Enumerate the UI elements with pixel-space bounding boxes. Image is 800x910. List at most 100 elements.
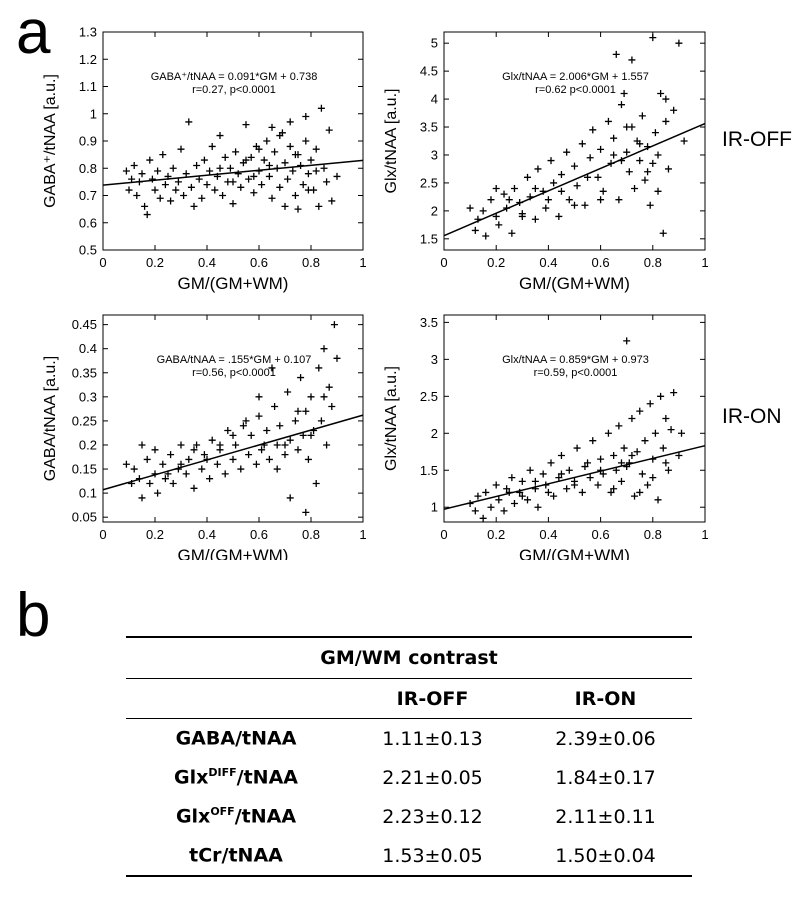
data-point <box>193 441 201 449</box>
data-point <box>607 488 615 496</box>
y-tick-label: 4.5 <box>420 64 438 79</box>
data-point <box>229 200 237 208</box>
data-point <box>664 165 672 173</box>
data-point <box>500 507 508 515</box>
data-point <box>216 132 224 140</box>
data-point <box>636 140 644 148</box>
data-point <box>508 229 516 237</box>
data-point <box>638 470 646 478</box>
data-point <box>505 196 513 204</box>
data-point <box>148 175 156 183</box>
data-point <box>291 192 299 199</box>
x-tick-label: 0.2 <box>146 527 164 542</box>
data-point <box>644 481 652 489</box>
table-row: GlxDIFF/tNAA 2.21±0.05 1.84±0.17 <box>126 758 692 797</box>
data-point <box>169 479 177 487</box>
data-point <box>190 202 198 210</box>
data-point <box>294 205 302 213</box>
data-point <box>623 123 631 131</box>
data-point <box>255 145 263 153</box>
regression-equation: Glx/tNAA = 0.859*GM + 0.973 <box>502 354 649 366</box>
data-point <box>617 477 625 485</box>
data-point <box>130 162 138 170</box>
data-point <box>255 167 263 175</box>
table-title-rule <box>126 678 692 679</box>
data-point <box>237 465 245 473</box>
data-point <box>505 488 513 496</box>
cell-ir-off: 1.53±0.05 <box>382 844 483 867</box>
data-point <box>565 466 573 474</box>
data-point <box>299 181 307 189</box>
plot-frame <box>443 31 706 251</box>
data-point <box>325 126 333 134</box>
data-point <box>662 95 670 103</box>
data-point <box>239 422 247 430</box>
cell-ir-on: 1.50±0.04 <box>555 844 656 867</box>
data-point <box>245 175 253 183</box>
data-point <box>487 196 495 204</box>
data-point <box>492 212 500 220</box>
x-tick-label: 1 <box>359 255 366 270</box>
data-point <box>466 500 474 508</box>
table-title: GM/WM contrast <box>320 647 498 669</box>
data-point <box>138 441 146 449</box>
data-point <box>255 393 263 401</box>
data-point <box>286 118 294 126</box>
data-point <box>557 187 565 195</box>
data-point <box>323 441 331 449</box>
data-point <box>299 431 307 439</box>
table-row: GlxOFF/tNAA 2.23±0.12 2.11±0.11 <box>126 797 692 836</box>
data-point <box>195 175 203 183</box>
y-tick-label: 0.05 <box>72 510 97 525</box>
x-axis-label: GM/(GM+WM) <box>178 546 289 560</box>
y-tick-label: 4 <box>431 92 438 107</box>
data-point <box>646 201 654 209</box>
data-point <box>307 156 315 164</box>
data-point <box>646 400 654 408</box>
data-point <box>323 178 331 186</box>
data-point <box>224 427 232 435</box>
data-point <box>597 145 605 153</box>
data-point <box>667 426 675 434</box>
data-point <box>268 364 276 372</box>
data-point <box>654 496 662 504</box>
data-point <box>623 337 631 345</box>
y-tick-label: 0.2 <box>79 437 97 452</box>
data-point <box>531 477 539 485</box>
data-point <box>242 417 250 425</box>
data-point <box>333 172 341 180</box>
data-point <box>133 192 141 199</box>
data-point <box>182 470 190 478</box>
data-point <box>597 455 605 463</box>
x-tick-label: 0 <box>99 255 106 270</box>
y-tick-label: 3 <box>431 352 438 367</box>
data-point <box>154 489 162 497</box>
data-point <box>649 34 657 42</box>
data-point <box>678 429 686 437</box>
data-point <box>276 132 284 140</box>
data-point <box>291 417 299 425</box>
data-point <box>510 185 518 193</box>
regression-equation: Glx/tNAA = 2.006*GM + 1.557 <box>502 71 649 83</box>
data-point <box>479 207 487 215</box>
data-point <box>599 470 607 478</box>
data-point <box>284 388 292 396</box>
table-row: tCr/tNAA 1.53±0.05 1.50±0.04 <box>126 836 692 875</box>
data-point <box>518 212 526 220</box>
data-point <box>221 470 229 478</box>
table-header-ir-on: IR-ON <box>574 687 637 710</box>
data-point <box>141 202 149 210</box>
data-point <box>164 172 172 180</box>
x-tick-label: 0.8 <box>302 255 320 270</box>
data-point <box>651 429 659 437</box>
data-point <box>534 165 542 173</box>
y-axis-label: Glx/tNAA [a.u.] <box>383 366 400 471</box>
data-point <box>312 145 320 153</box>
table-header-rule <box>126 718 692 719</box>
data-point <box>620 444 628 452</box>
data-point <box>662 415 670 422</box>
panel-a-label: a <box>16 0 51 67</box>
data-point <box>286 142 294 150</box>
y-tick-label: 1.5 <box>420 231 438 246</box>
y-tick-label: 0.7 <box>79 188 97 203</box>
